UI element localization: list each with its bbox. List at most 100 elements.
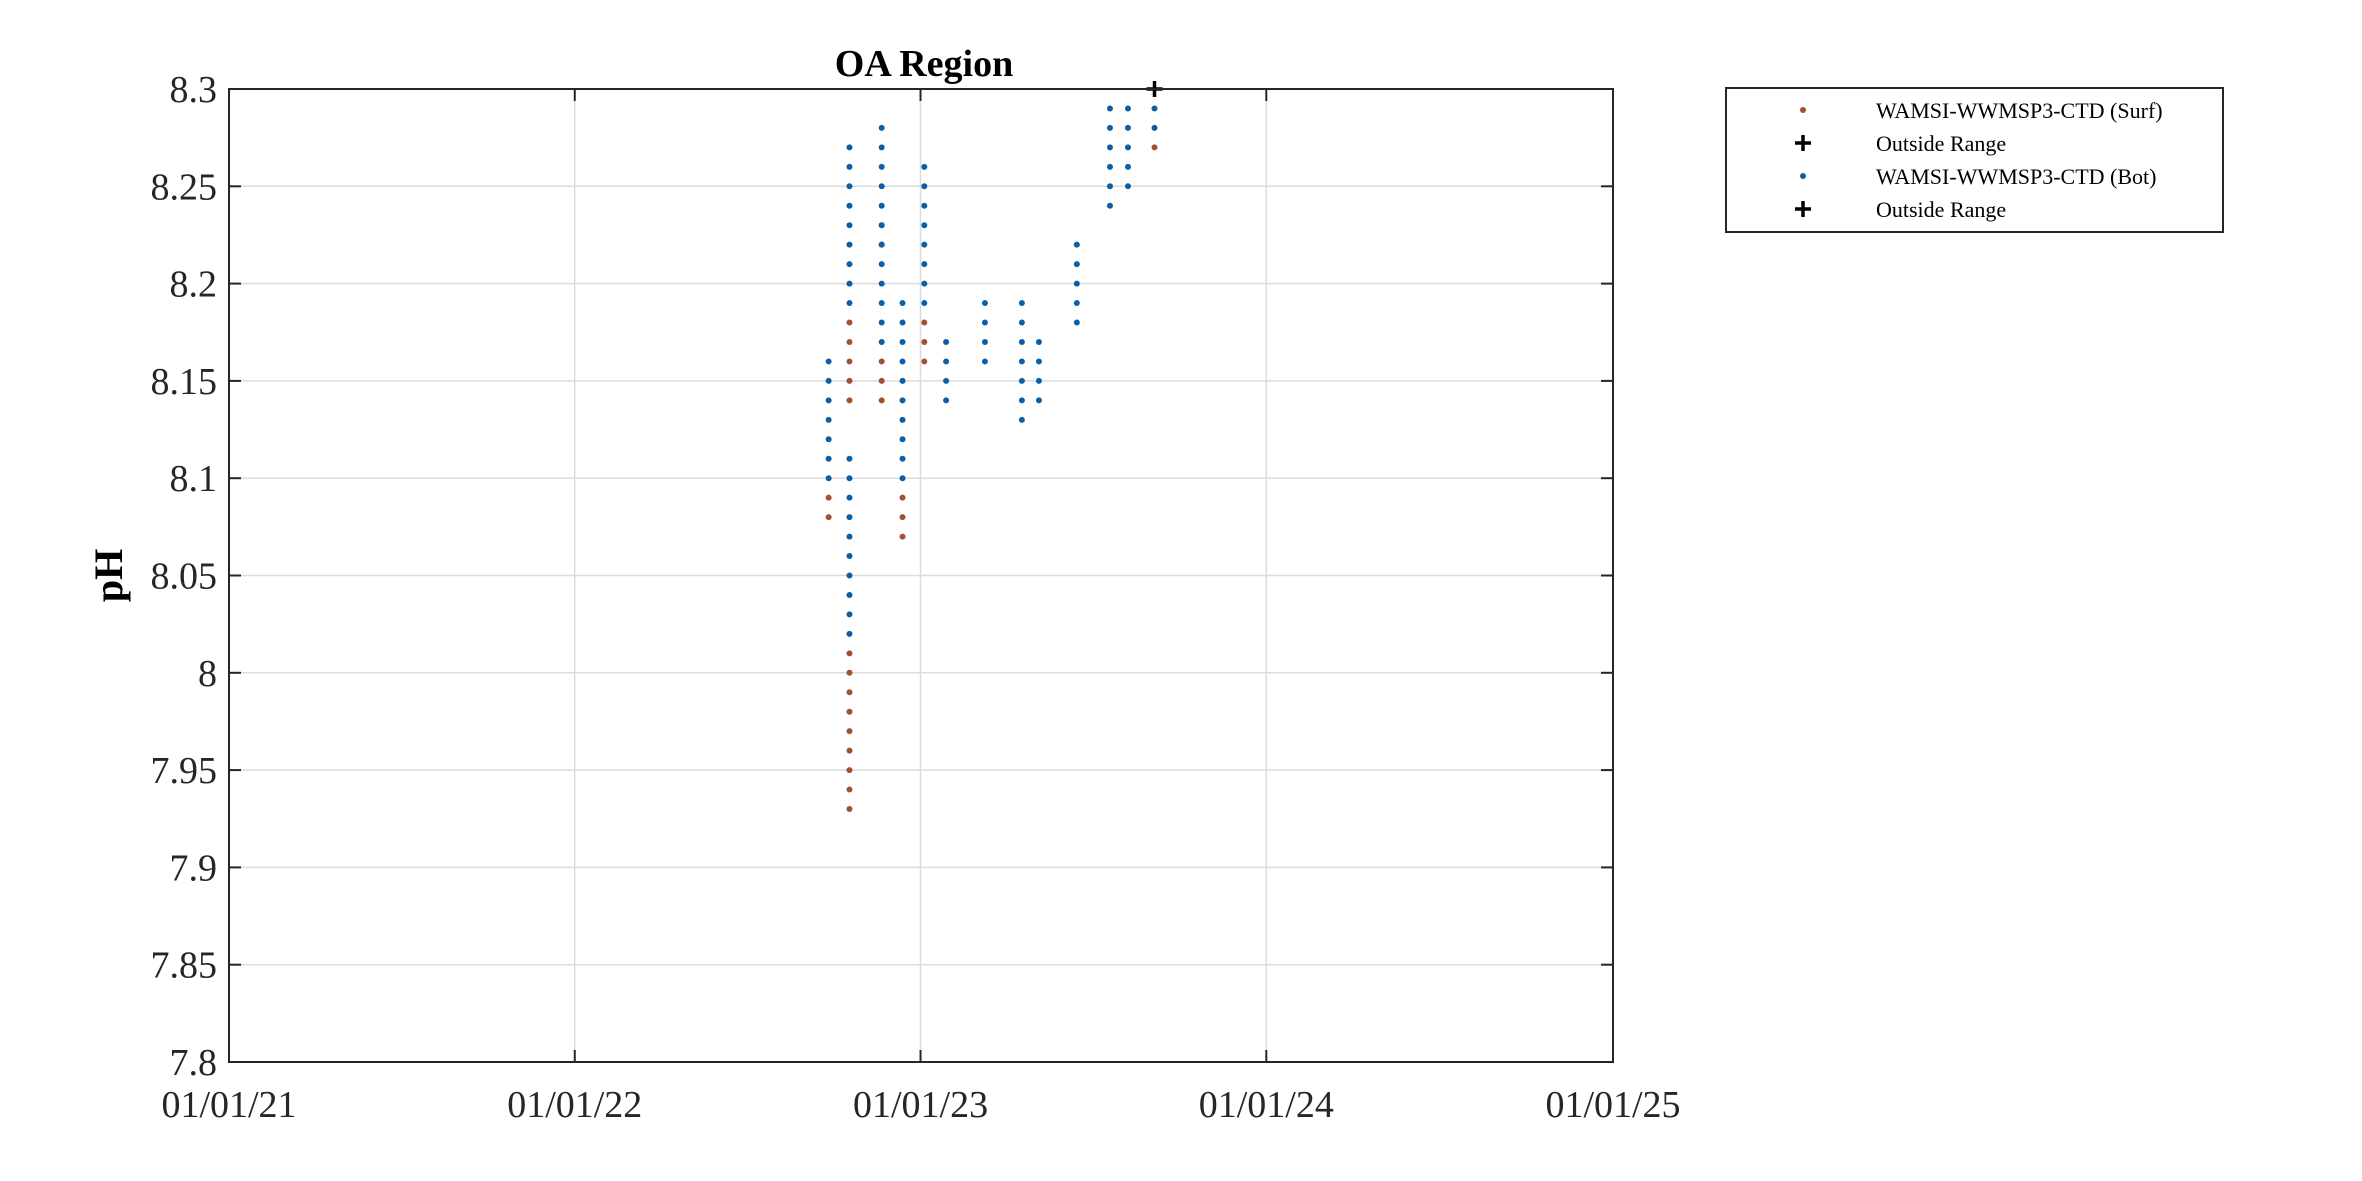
y-tick-label: 8.05	[151, 556, 218, 598]
legend-entry: Outside Range	[1795, 131, 2006, 156]
data-point	[899, 416, 906, 423]
legend-dot-marker	[1800, 107, 1806, 113]
data-point	[1073, 280, 1080, 287]
data-point	[825, 436, 832, 443]
data-point	[1124, 105, 1131, 112]
data-point	[1018, 300, 1025, 307]
data-point	[1073, 261, 1080, 268]
x-tick-label: 01/01/25	[1545, 1084, 1680, 1126]
grid	[228, 88, 1614, 1063]
data-point	[825, 397, 832, 404]
series-0	[825, 144, 1158, 813]
data-point	[846, 728, 853, 735]
data-point	[899, 494, 906, 501]
x-tick-label: 01/01/24	[1199, 1084, 1334, 1126]
data-point	[878, 261, 885, 268]
data-point	[899, 514, 906, 521]
legend-label: Outside Range	[1876, 197, 2006, 222]
x-tick-labels: 01/01/21 01/01/22 01/01/23 01/01/24 01/01/25	[161, 1084, 1680, 1126]
data-point	[981, 358, 988, 365]
data-point	[878, 124, 885, 131]
data-point	[846, 572, 853, 579]
data-point	[921, 300, 928, 307]
data-point	[1151, 105, 1158, 112]
data-point	[846, 163, 853, 170]
data-point	[878, 144, 885, 151]
data-point	[878, 183, 885, 190]
data-point	[1151, 124, 1158, 131]
data-point	[943, 358, 950, 365]
data-points	[825, 81, 1163, 813]
legend-plus-marker	[1795, 201, 1811, 217]
data-point	[1035, 338, 1042, 345]
data-point	[825, 455, 832, 462]
data-point	[846, 611, 853, 618]
data-point	[878, 241, 885, 248]
data-point	[1018, 358, 1025, 365]
y-tick-label: 7.95	[151, 750, 218, 792]
data-point	[846, 241, 853, 248]
data-point	[878, 358, 885, 365]
data-point	[981, 338, 988, 345]
data-point	[846, 806, 853, 813]
data-point	[1124, 163, 1131, 170]
data-point	[846, 222, 853, 229]
data-point	[1073, 241, 1080, 248]
data-point	[846, 650, 853, 657]
data-point	[943, 377, 950, 384]
data-point	[1106, 183, 1113, 190]
data-point	[1018, 397, 1025, 404]
data-point	[943, 338, 950, 345]
data-point	[1124, 144, 1131, 151]
series-2	[825, 105, 1158, 637]
data-point	[899, 436, 906, 443]
data-point	[846, 455, 853, 462]
legend-label: Outside Range	[1876, 131, 2006, 156]
data-point	[1035, 358, 1042, 365]
data-point	[825, 494, 832, 501]
legend-dot-marker	[1800, 173, 1806, 179]
legend-entry: Outside Range	[1795, 197, 2006, 222]
data-point	[1018, 377, 1025, 384]
data-point	[899, 455, 906, 462]
data-point	[878, 300, 885, 307]
y-tick-label: 8.25	[151, 166, 218, 208]
y-tick-label: 8	[198, 653, 217, 695]
data-point	[1151, 144, 1158, 151]
data-point	[1035, 397, 1042, 404]
y-tick-label: 8.1	[170, 458, 218, 500]
y-tick-label: 8.15	[151, 361, 218, 403]
data-point	[1124, 124, 1131, 131]
data-point	[846, 280, 853, 287]
legend-label: WAMSI-WWMSP3-CTD (Surf)	[1876, 98, 2163, 123]
data-point	[878, 377, 885, 384]
data-point	[921, 222, 928, 229]
data-point	[1018, 338, 1025, 345]
axis-ticks	[228, 88, 1614, 1063]
y-tick-label: 7.8	[170, 1042, 218, 1084]
data-point	[846, 300, 853, 307]
data-point	[846, 494, 853, 501]
data-point	[981, 300, 988, 307]
data-point	[846, 689, 853, 696]
data-point	[846, 514, 853, 521]
data-point	[878, 319, 885, 326]
data-point	[921, 358, 928, 365]
data-point	[846, 767, 853, 774]
data-point	[846, 338, 853, 345]
data-point	[846, 377, 853, 384]
data-point	[1106, 144, 1113, 151]
data-point	[1124, 183, 1131, 190]
data-point	[899, 397, 906, 404]
data-point	[921, 183, 928, 190]
data-point	[846, 747, 853, 754]
data-point	[825, 514, 832, 521]
data-point	[921, 338, 928, 345]
data-point	[1106, 163, 1113, 170]
legend-plus-marker	[1795, 135, 1811, 151]
data-point	[878, 338, 885, 345]
data-point	[825, 358, 832, 365]
data-point	[846, 358, 853, 365]
y-tick-label: 7.9	[170, 847, 218, 889]
